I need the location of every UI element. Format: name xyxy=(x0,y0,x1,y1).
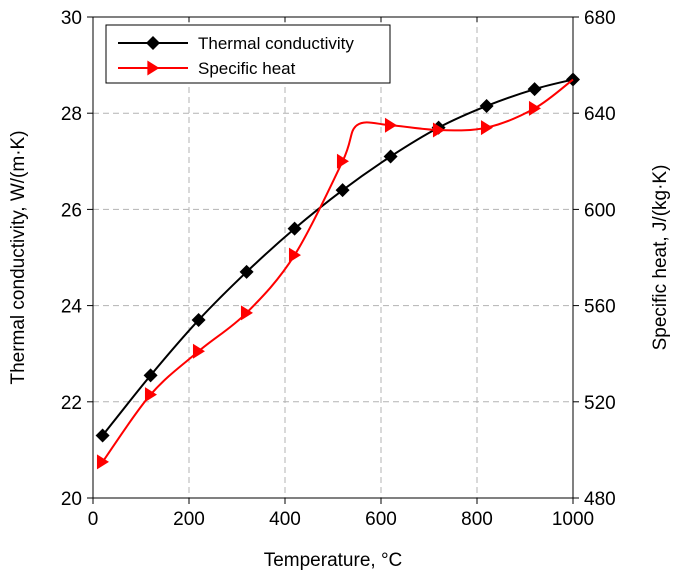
legend-item: Specific heat xyxy=(118,59,296,78)
x-tick-label: 0 xyxy=(88,509,99,530)
data-point xyxy=(95,428,110,443)
x-axis-title: Temperature, °C xyxy=(264,550,403,571)
y-right-tick-label: 560 xyxy=(584,297,616,318)
data-point xyxy=(191,313,206,328)
data-point xyxy=(239,264,254,279)
y-right-tick-label: 480 xyxy=(584,489,616,510)
legend-item: Thermal conductivity xyxy=(118,34,354,53)
plot-frame xyxy=(92,16,574,499)
series-specific-heat xyxy=(96,78,574,470)
legend-box xyxy=(105,24,391,84)
series-layer xyxy=(95,72,580,470)
legend: Thermal conductivity Specific heat xyxy=(105,24,391,84)
data-point xyxy=(528,100,541,116)
y-right-tick-label: 520 xyxy=(584,393,616,414)
y-right-tick-label: 640 xyxy=(584,104,616,125)
y-right-axis-title: Specific heat, J/(kg·K) xyxy=(650,165,671,351)
legend-swatch-marker xyxy=(146,36,160,50)
data-point xyxy=(335,183,350,198)
axis-ticks: 0 200 400 600 800 1000 20 22 24 26 28 30 480 520 560 60… xyxy=(61,8,616,530)
y-left-tick-label: 20 xyxy=(61,489,82,510)
x-tick-label: 400 xyxy=(269,509,301,530)
x-tick-label: 1000 xyxy=(552,509,594,530)
data-point xyxy=(96,454,109,470)
x-tick-label: 600 xyxy=(365,509,397,530)
data-point xyxy=(287,221,302,236)
data-point xyxy=(288,247,301,263)
y-left-axis-title: Thermal conductivity, W/(m·K) xyxy=(8,130,29,384)
y-left-tick-label: 24 xyxy=(61,297,83,318)
y-left-tick-label: 26 xyxy=(61,200,82,221)
y-left-tick-label: 30 xyxy=(61,8,82,29)
series-thermal-conductivity xyxy=(95,72,580,443)
x-tick-label: 200 xyxy=(173,509,205,530)
legend-label: Thermal conductivity xyxy=(198,34,354,53)
data-point xyxy=(144,387,157,403)
data-point xyxy=(383,149,398,164)
legend-label: Specific heat xyxy=(198,59,296,78)
series-line xyxy=(101,78,574,463)
y-left-tick-label: 28 xyxy=(61,104,82,125)
data-point xyxy=(527,82,542,97)
x-tick-label: 800 xyxy=(461,509,493,530)
grid-lines xyxy=(93,17,573,498)
y-right-tick-label: 680 xyxy=(584,8,616,29)
y-left-tick-label: 22 xyxy=(61,393,82,414)
data-point xyxy=(384,117,397,133)
data-point xyxy=(479,98,494,113)
data-point xyxy=(432,122,445,138)
data-point xyxy=(143,368,158,383)
data-point xyxy=(480,120,493,136)
data-point xyxy=(336,153,349,169)
data-point xyxy=(240,305,253,321)
y-right-tick-label: 600 xyxy=(584,200,616,221)
series-line xyxy=(101,78,574,437)
legend-swatch-marker xyxy=(147,60,160,76)
data-point xyxy=(192,343,205,359)
